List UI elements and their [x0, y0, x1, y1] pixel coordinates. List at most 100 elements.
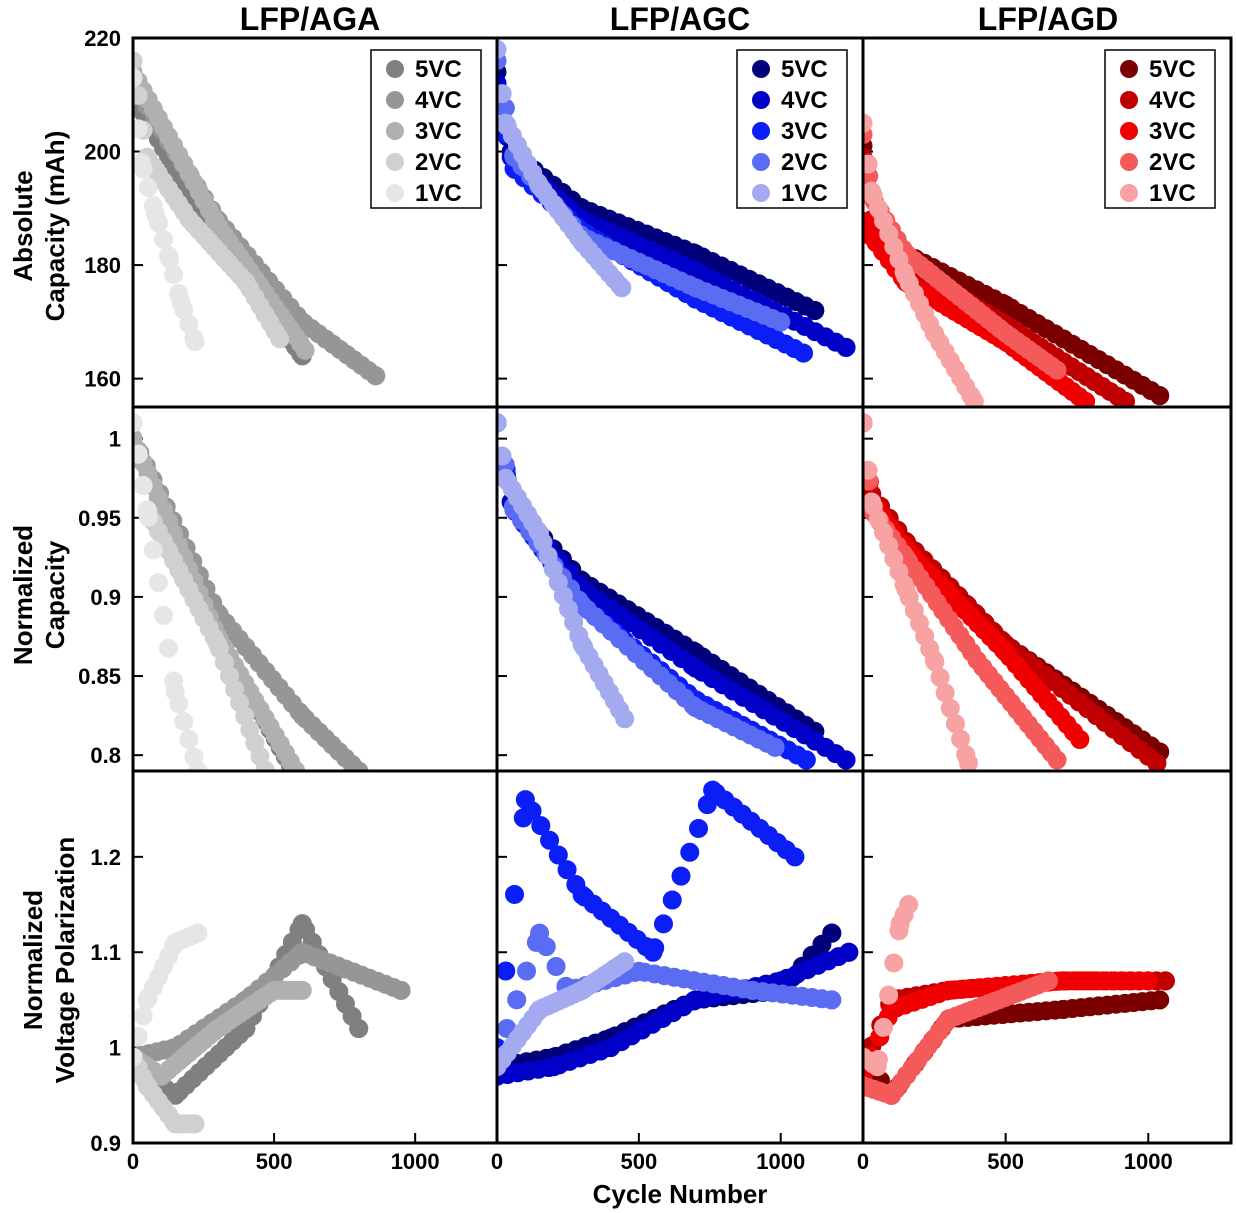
data-point	[1076, 391, 1096, 407]
data-point	[171, 292, 191, 312]
data-point	[703, 780, 723, 800]
legend-marker	[386, 122, 404, 140]
data-point	[686, 990, 706, 1010]
panel-6: 0.9 1 1.1 1.2 0 500 1000	[90, 845, 439, 1174]
data-point	[497, 84, 512, 104]
data-point	[686, 698, 706, 718]
legend-label: 1VC	[415, 180, 462, 207]
data-point	[1053, 999, 1073, 1019]
data-point	[505, 884, 525, 904]
data-point	[572, 885, 592, 905]
data-point	[236, 272, 256, 292]
legend-marker	[1120, 122, 1138, 140]
data-point	[671, 866, 691, 886]
data-point	[208, 634, 228, 654]
data-point	[133, 68, 143, 88]
data-point	[515, 790, 535, 810]
x-tick-label: 0	[127, 1149, 139, 1174]
data-point	[530, 176, 550, 196]
legend-marker	[386, 60, 404, 78]
legend-label: 2VC	[1149, 149, 1196, 176]
data-point	[133, 1027, 148, 1047]
row-ylabel-polarization-1: Normalized	[18, 890, 48, 1030]
legend-label: 4VC	[781, 87, 828, 114]
data-point	[924, 650, 944, 670]
data-point	[1115, 391, 1135, 407]
data-point	[530, 923, 550, 943]
data-point	[793, 343, 813, 363]
data-point	[188, 761, 208, 771]
data-point	[662, 890, 682, 910]
panel-3: 0.8 0.85 0.9 0.95 1	[78, 413, 369, 796]
y-tick-label: 1	[109, 427, 121, 452]
points	[497, 39, 856, 363]
points	[863, 413, 1170, 771]
data-point	[863, 113, 873, 133]
data-point	[863, 413, 873, 433]
data-point	[531, 816, 551, 836]
data-point	[497, 961, 516, 981]
data-point	[540, 830, 560, 850]
points	[133, 914, 411, 1134]
data-point	[349, 761, 369, 771]
panel-2: 5VC 4VC 3VC 2VC 1VC	[863, 37, 1216, 407]
panel-frame	[131, 36, 1233, 1145]
data-point	[572, 980, 592, 1000]
data-point	[867, 1057, 887, 1077]
points	[133, 413, 369, 796]
data-point	[548, 845, 568, 865]
data-point	[366, 366, 386, 386]
legend-label: 3VC	[415, 118, 462, 145]
x-tick-label: 1000	[391, 1149, 440, 1174]
data-point	[689, 818, 709, 838]
legend-label: 1VC	[1149, 180, 1196, 207]
data-point	[1147, 753, 1167, 771]
row-ylabel-normcap-2: Capacity	[40, 540, 70, 649]
data-point	[497, 113, 516, 133]
y-tick-label: 0.8	[90, 743, 121, 768]
legend-label: 5VC	[1149, 56, 1196, 83]
y-tick-label: 1	[109, 1036, 121, 1061]
data-point	[822, 923, 842, 943]
data-point	[292, 980, 312, 1000]
legend: 5VC 4VC 3VC 2VC 1VC	[1104, 49, 1216, 209]
data-point	[884, 953, 904, 973]
data-point	[874, 1017, 894, 1037]
legend-label: 4VC	[1149, 87, 1196, 114]
data-point	[686, 658, 706, 678]
data-point	[805, 300, 825, 320]
legend-marker	[1120, 60, 1138, 78]
row-ylabel-absolute-2: Capacity (mAh)	[40, 131, 70, 322]
data-point	[557, 860, 577, 880]
data-point	[391, 980, 411, 1000]
data-point	[137, 500, 157, 520]
data-point	[292, 775, 310, 793]
data-point	[270, 329, 290, 349]
legend-label: 3VC	[781, 118, 828, 145]
x-tick-label: 500	[987, 1149, 1024, 1174]
legend-marker	[386, 91, 404, 109]
data-point	[530, 524, 550, 544]
data-point	[742, 980, 762, 1000]
data-point	[544, 1057, 564, 1077]
panel-8: 0 500 1000	[857, 855, 1175, 1174]
data-point	[1070, 729, 1090, 749]
data-point	[292, 942, 312, 962]
panel-0: 160 180 200 220 5VC 4VC 3VC 2VC 1VC	[84, 26, 482, 392]
data-point	[863, 492, 882, 512]
y-tick-label: 0.95	[78, 506, 121, 531]
data-point	[349, 1019, 369, 1039]
data-point	[615, 709, 635, 729]
data-point	[208, 215, 228, 235]
data-point	[293, 778, 311, 796]
data-point	[964, 391, 984, 407]
data-point	[615, 952, 635, 972]
y-tick-label: 1.1	[90, 940, 121, 965]
data-point	[785, 847, 805, 867]
data-point	[822, 990, 842, 1010]
y-tick-label: 0.9	[90, 1131, 121, 1156]
data-point	[137, 1076, 157, 1096]
data-point	[174, 712, 194, 732]
data-point	[572, 634, 592, 654]
